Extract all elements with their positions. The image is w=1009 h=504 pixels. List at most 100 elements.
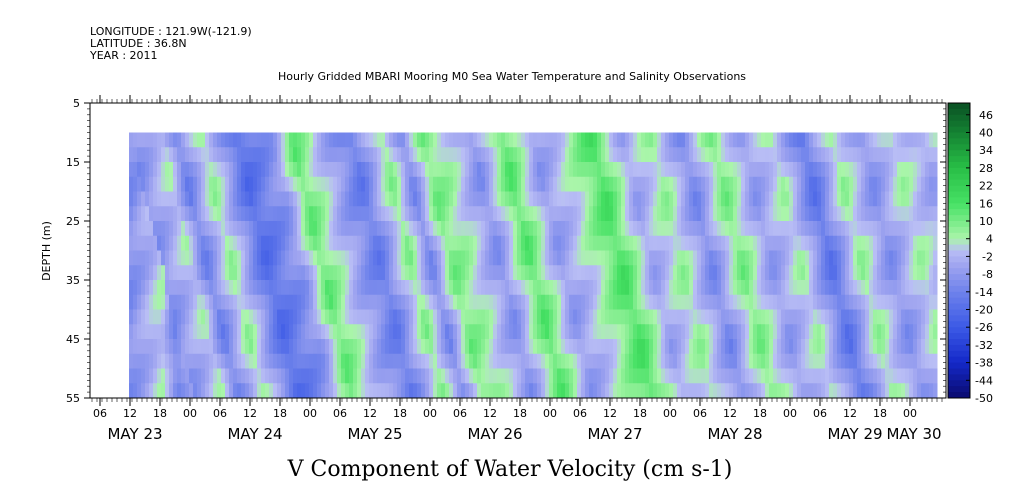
heatmap-cell (409, 162, 414, 178)
heatmap-cell (493, 221, 498, 237)
heatmap-cell (573, 353, 578, 369)
heatmap-cell (737, 265, 742, 281)
heatmap-cell (773, 221, 778, 237)
colorbar-swatch (948, 262, 970, 269)
heatmap-cell (749, 294, 754, 310)
heatmap-cell (685, 162, 690, 178)
heatmap-cell (405, 368, 410, 384)
heatmap-cell (705, 206, 710, 222)
heatmap-cell (429, 147, 434, 163)
heatmap-cell (393, 383, 398, 399)
heatmap-cell (633, 191, 638, 207)
heatmap-cell (261, 265, 266, 281)
heatmap-cell (249, 339, 254, 355)
heatmap-cell (229, 324, 234, 340)
heatmap-cell (817, 280, 822, 296)
heatmap-cell (357, 353, 362, 369)
heatmap-cell (421, 294, 426, 310)
heatmap-cell (657, 191, 662, 207)
heatmap-cell (345, 176, 350, 192)
heatmap-cell (645, 162, 650, 178)
heatmap-cell (485, 324, 490, 340)
heatmap-cell (693, 383, 698, 399)
heatmap-cell (469, 132, 474, 148)
heatmap-cell (613, 309, 618, 325)
heatmap-cell (917, 280, 922, 296)
heatmap-cell (417, 324, 422, 340)
heatmap-cell (789, 250, 794, 266)
heatmap-cell (305, 191, 310, 207)
heatmap-cell (713, 221, 718, 237)
heatmap-cell (517, 324, 522, 340)
heatmap-cell (797, 235, 802, 251)
heatmap-cell (385, 250, 390, 266)
colorbar-swatch (948, 321, 970, 328)
heatmap-cell (597, 324, 602, 340)
heatmap-cell (593, 206, 598, 222)
heatmap-cell (345, 235, 350, 251)
heatmap-cell (309, 162, 314, 178)
heatmap-cell (505, 324, 510, 340)
heatmap-cell (573, 383, 578, 399)
heatmap-cell (621, 191, 626, 207)
heatmap-cell (637, 368, 642, 384)
heatmap-cell (893, 235, 898, 251)
heatmap-cell (565, 294, 570, 310)
heatmap-cell (333, 324, 338, 340)
x-axis-label: V Component of Water Velocity (cm s-1) (287, 457, 733, 482)
heatmap-cell (609, 250, 614, 266)
heatmap-cell (633, 383, 638, 399)
heatmap-cell (789, 339, 794, 355)
heatmap-cell (529, 280, 534, 296)
heatmap-cell (409, 265, 414, 281)
heatmap-cell (473, 147, 478, 163)
heatmap-cell (457, 147, 462, 163)
heatmap-cell (477, 147, 482, 163)
heatmap-cell (813, 368, 818, 384)
heatmap-cell (865, 221, 870, 237)
heatmap-cell (449, 324, 454, 340)
heatmap-cell (589, 309, 594, 325)
heatmap-cell (161, 309, 166, 325)
heatmap-cell (597, 368, 602, 384)
heatmap-cell (541, 309, 546, 325)
heatmap-cell (693, 147, 698, 163)
heatmap-cell (697, 353, 702, 369)
heatmap-cell (793, 191, 798, 207)
heatmap-cell (393, 294, 398, 310)
heatmap-cell (513, 191, 518, 207)
heatmap-cell (217, 383, 222, 399)
colorbar-label: -38 (975, 357, 993, 370)
heatmap-cell (589, 147, 594, 163)
heatmap-cell (917, 147, 922, 163)
heatmap-cell (277, 280, 282, 296)
heatmap-cell (449, 265, 454, 281)
heatmap-cell (233, 353, 238, 369)
heatmap-cell (193, 206, 198, 222)
heatmap-cell (441, 206, 446, 222)
heatmap-cell (561, 339, 566, 355)
heatmap-cell (229, 294, 234, 310)
heatmap-cell (901, 176, 906, 192)
heatmap-cell (141, 353, 146, 369)
heatmap-cell (261, 176, 266, 192)
heatmap-cell (645, 132, 650, 148)
heatmap-cell (705, 162, 710, 178)
heatmap-cell (177, 353, 182, 369)
heatmap-cell (737, 162, 742, 178)
heatmap-cell (437, 294, 442, 310)
heatmap-cell (165, 368, 170, 384)
heatmap-cell (377, 309, 382, 325)
heatmap-cell (901, 383, 906, 399)
heatmap-cell (545, 132, 550, 148)
heatmap-cell (353, 235, 358, 251)
heatmap-cell (725, 280, 730, 296)
heatmap-cell (581, 235, 586, 251)
heatmap-cell (209, 206, 214, 222)
heatmap-cell (541, 176, 546, 192)
heatmap-cell (469, 280, 474, 296)
heatmap-cell (685, 265, 690, 281)
heatmap-cell (557, 132, 562, 148)
heatmap-cell (333, 162, 338, 178)
heatmap-cell (381, 324, 386, 340)
